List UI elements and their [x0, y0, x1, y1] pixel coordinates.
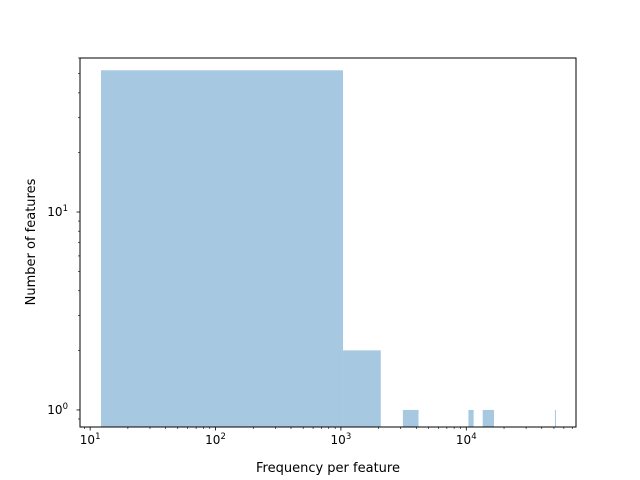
histogram-bar [343, 350, 381, 427]
histogram-bar [554, 409, 556, 427]
x-tick-label: 101 [80, 432, 101, 447]
histogram-bars [100, 70, 556, 427]
y-tick-label: 100 [47, 402, 68, 417]
histogram-bar [468, 409, 474, 427]
x-tick-label: 103 [331, 432, 352, 447]
y-tick-label: 101 [47, 204, 68, 219]
x-axis-ticks: 101 102 103 104 [80, 427, 573, 447]
histogram-bar [402, 409, 419, 427]
histogram-bar [482, 409, 495, 427]
histogram-bar [100, 70, 344, 427]
x-tick-label: 104 [456, 432, 477, 447]
x-tick-label: 102 [205, 432, 226, 447]
x-axis-label: Frequency per feature [256, 461, 400, 476]
y-axis-label: Number of features [24, 178, 39, 305]
y-axis-ticks: 100 101 [47, 57, 80, 420]
